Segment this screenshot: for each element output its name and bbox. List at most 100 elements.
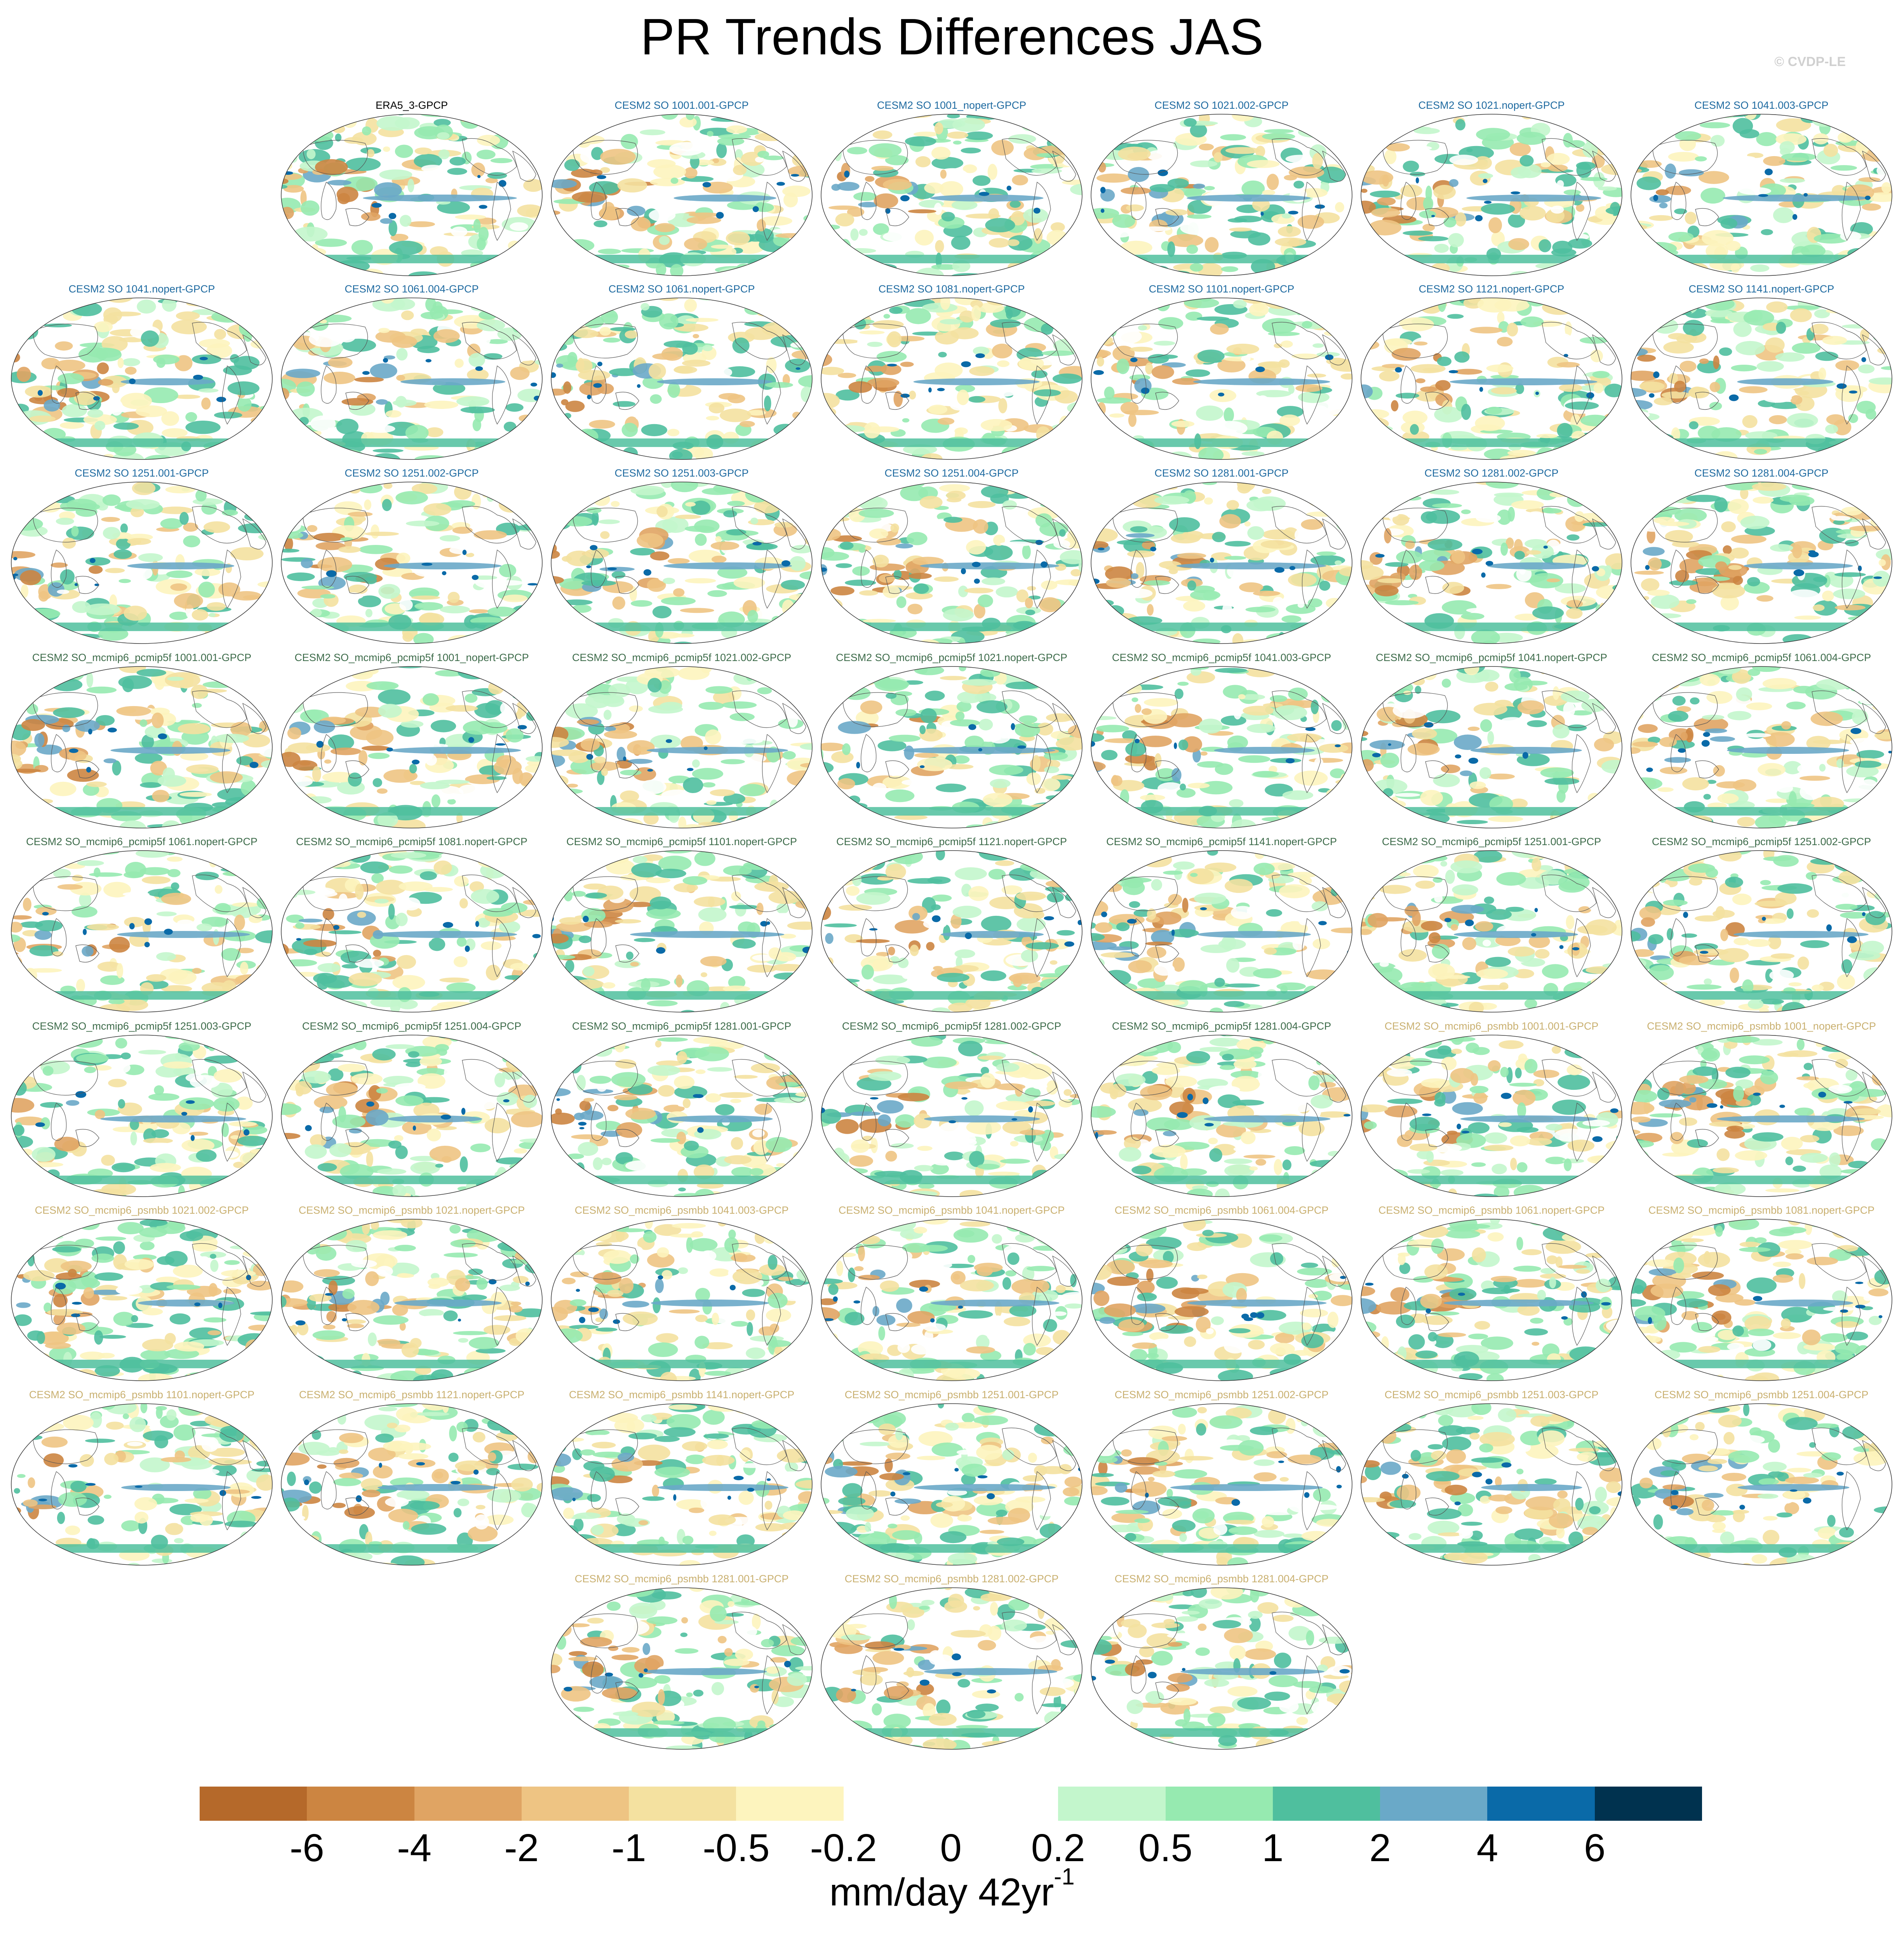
panel-title: CESM2 SO 1251.004-GPCP: [884, 467, 1019, 479]
map-panel: CESM2 SO_mcmip6_psmbb 1041.nopert-GPCP: [818, 1204, 1086, 1383]
panel-title: CESM2 SO_mcmip6_pcmip5f 1141.nopert-GPCP: [1106, 836, 1337, 847]
panel-title: CESM2 SO_mcmip6_pcmip5f 1061.nopert-GPCP: [26, 836, 258, 847]
panel-title: CESM2 SO 1101.nopert-GPCP: [1149, 283, 1295, 295]
panel-title: CESM2 SO_mcmip6_psmbb 1041.nopert-GPCP: [838, 1204, 1065, 1216]
colorbar-swatch: [1058, 1787, 1166, 1821]
trend-map: [821, 482, 1083, 644]
trend-map: [551, 1403, 813, 1566]
panel-title: CESM2 SO 1251.003-GPCP: [614, 467, 749, 479]
map-panel: CESM2 SO_mcmip6_pcmip5f 1251.002-GPCP: [1627, 835, 1895, 1014]
colorbar-tick-label: 0.2: [1031, 1826, 1085, 1870]
map-panel: CESM2 SO_mcmip6_psmbb 1101.nopert-GPCP: [8, 1388, 276, 1567]
trend-map: [821, 666, 1083, 828]
map-panel: CESM2 SO_mcmip6_pcmip5f 1101.nopert-GPCP: [548, 835, 816, 1014]
panel-title: CESM2 SO_mcmip6_pcmip5f 1251.003-GPCP: [32, 1020, 252, 1032]
map-panel: CESM2 SO 1041.003-GPCP: [1627, 99, 1895, 278]
map-panel: CESM2 SO_mcmip6_pcmip5f 1281.004-GPCP: [1088, 1020, 1356, 1199]
map-panel: CESM2 SO_mcmip6_psmbb 1041.003-GPCP: [548, 1204, 816, 1383]
panel-title: CESM2 SO 1141.nopert-GPCP: [1688, 283, 1834, 295]
map-panel: CESM2 SO_mcmip6_pcmip5f 1281.001-GPCP: [548, 1020, 816, 1199]
trend-map: [1631, 1403, 1892, 1566]
map-panel: CESM2 SO_mcmip6_psmbb 1081.nopert-GPCP: [1627, 1204, 1895, 1383]
trend-map: [1361, 1403, 1622, 1566]
panel-title: CESM2 SO 1281.002-GPCP: [1424, 467, 1559, 479]
trend-map: [821, 298, 1083, 460]
colorbar-swatch: [1272, 1787, 1380, 1821]
colorbar-units: mm/day 42yr-1: [0, 1865, 1904, 1916]
map-panel: CESM2 SO_mcmip6_psmbb 1021.nopert-GPCP: [278, 1204, 546, 1383]
map-panel: CESM2 SO_mcmip6_pcmip5f 1081.nopert-GPCP: [278, 835, 546, 1014]
trend-map: [1631, 666, 1892, 828]
trend-map: [1091, 1035, 1352, 1197]
map-panel: CESM2 SO_mcmip6_pcmip5f 1001.001-GPCP: [8, 651, 276, 830]
panel-title: CESM2 SO_mcmip6_psmbb 1251.002-GPCP: [1114, 1389, 1329, 1401]
colorbar-swatch: [843, 1787, 951, 1821]
map-panel: CESM2 SO 1061.004-GPCP: [278, 283, 546, 461]
map-panel: CESM2 SO_mcmip6_pcmip5f 1251.003-GPCP: [8, 1020, 276, 1199]
trend-map: [1361, 114, 1622, 276]
trend-map: [281, 298, 543, 460]
trend-map: [1091, 1219, 1352, 1381]
trend-map: [281, 666, 543, 828]
colorbar-tick-label: -6: [289, 1826, 324, 1870]
units-exponent: -1: [1054, 1863, 1075, 1890]
trend-map: [1361, 298, 1622, 460]
map-panel: CESM2 SO_mcmip6_psmbb 1141.nopert-GPCP: [548, 1388, 816, 1567]
panel-title: CESM2 SO_mcmip6_psmbb 1251.003-GPCP: [1384, 1389, 1599, 1401]
trend-map: [1361, 482, 1622, 644]
trend-map: [821, 1587, 1083, 1750]
map-panel: CESM2 SO 1251.004-GPCP: [818, 467, 1086, 645]
colorbar-tick-label: -4: [397, 1826, 432, 1870]
map-panel: CESM2 SO 1021.002-GPCP: [1088, 99, 1356, 278]
map-panel: CESM2 SO 1281.001-GPCP: [1088, 467, 1356, 645]
map-panel: CESM2 SO_mcmip6_pcmip5f 1021.002-GPCP: [548, 651, 816, 830]
map-panel: CESM2 SO_mcmip6_psmbb 1001.001-GPCP: [1358, 1020, 1626, 1199]
colorbar-swatch: [736, 1787, 844, 1821]
panel-title: CESM2 SO_mcmip6_psmbb 1061.nopert-GPCP: [1378, 1204, 1605, 1216]
map-panel: CESM2 SO 1001_nopert-GPCP: [818, 99, 1086, 278]
panel-title: CESM2 SO_mcmip6_psmbb 1101.nopert-GPCP: [29, 1389, 255, 1401]
colorbar-swatch: [414, 1787, 522, 1821]
panel-title: CESM2 SO_mcmip6_psmbb 1081.nopert-GPCP: [1648, 1204, 1875, 1216]
map-panel: CESM2 SO_mcmip6_psmbb 1251.003-GPCP: [1358, 1388, 1626, 1567]
trend-map: [551, 482, 813, 644]
trend-map: [1361, 1219, 1622, 1381]
colorbar-swatch: [950, 1787, 1058, 1821]
panel-title: CESM2 SO_mcmip6_pcmip5f 1021.nopert-GPCP: [836, 652, 1067, 663]
panel-title: CESM2 SO_mcmip6_pcmip5f 1281.002-GPCP: [842, 1020, 1062, 1032]
map-panel: CESM2 SO_mcmip6_pcmip5f 1041.nopert-GPCP: [1358, 651, 1626, 830]
panel-title: CESM2 SO_mcmip6_pcmip5f 1061.004-GPCP: [1652, 652, 1871, 663]
panel-title: CESM2 SO_mcmip6_psmbb 1001_nopert-GPCP: [1647, 1020, 1876, 1032]
panel-title: CESM2 SO_mcmip6_psmbb 1121.nopert-GPCP: [299, 1389, 525, 1401]
panel-title: CESM2 SO 1121.nopert-GPCP: [1418, 283, 1565, 295]
panel-title: CESM2 SO_mcmip6_psmbb 1281.001-GPCP: [574, 1573, 789, 1585]
colorbar-tick-label: 1: [1262, 1826, 1284, 1870]
panel-title: CESM2 SO_mcmip6_psmbb 1021.nopert-GPCP: [298, 1204, 525, 1216]
panel-title: CESM2 SO 1251.002-GPCP: [345, 467, 479, 479]
map-panel: CESM2 SO_mcmip6_psmbb 1281.002-GPCP: [818, 1573, 1086, 1751]
map-panel: CESM2 SO_mcmip6_psmbb 1121.nopert-GPCP: [278, 1388, 546, 1567]
panel-title: CESM2 SO 1281.001-GPCP: [1154, 467, 1289, 479]
trend-map: [1631, 1219, 1892, 1381]
colorbar: [200, 1787, 1702, 1821]
panel-title: CESM2 SO 1041.003-GPCP: [1694, 99, 1829, 111]
map-panel: CESM2 SO_mcmip6_pcmip5f 1061.004-GPCP: [1627, 651, 1895, 830]
colorbar-tick-label: 0.5: [1138, 1826, 1193, 1870]
trend-map: [1091, 1587, 1352, 1750]
panel-title: CESM2 SO_mcmip6_pcmip5f 1121.nopert-GPCP: [836, 836, 1067, 847]
map-panel: CESM2 SO 1251.001-GPCP: [8, 467, 276, 645]
map-panel: CESM2 SO_mcmip6_pcmip5f 1061.nopert-GPCP: [8, 835, 276, 1014]
trend-map: [551, 1587, 813, 1750]
trend-map: [1361, 1035, 1622, 1197]
trend-map: [1631, 114, 1892, 276]
trend-map: [11, 298, 273, 460]
map-panel: CESM2 SO 1251.003-GPCP: [548, 467, 816, 645]
map-panel: CESM2 SO 1251.002-GPCP: [278, 467, 546, 645]
colorbar-tick-label: -1: [611, 1826, 646, 1870]
trend-map: [551, 1219, 813, 1381]
trend-map: [1091, 1403, 1352, 1566]
trend-map: [11, 1219, 273, 1381]
map-panel: CESM2 SO 1281.002-GPCP: [1358, 467, 1626, 645]
trend-map: [1361, 850, 1622, 1013]
trend-map: [281, 114, 543, 276]
